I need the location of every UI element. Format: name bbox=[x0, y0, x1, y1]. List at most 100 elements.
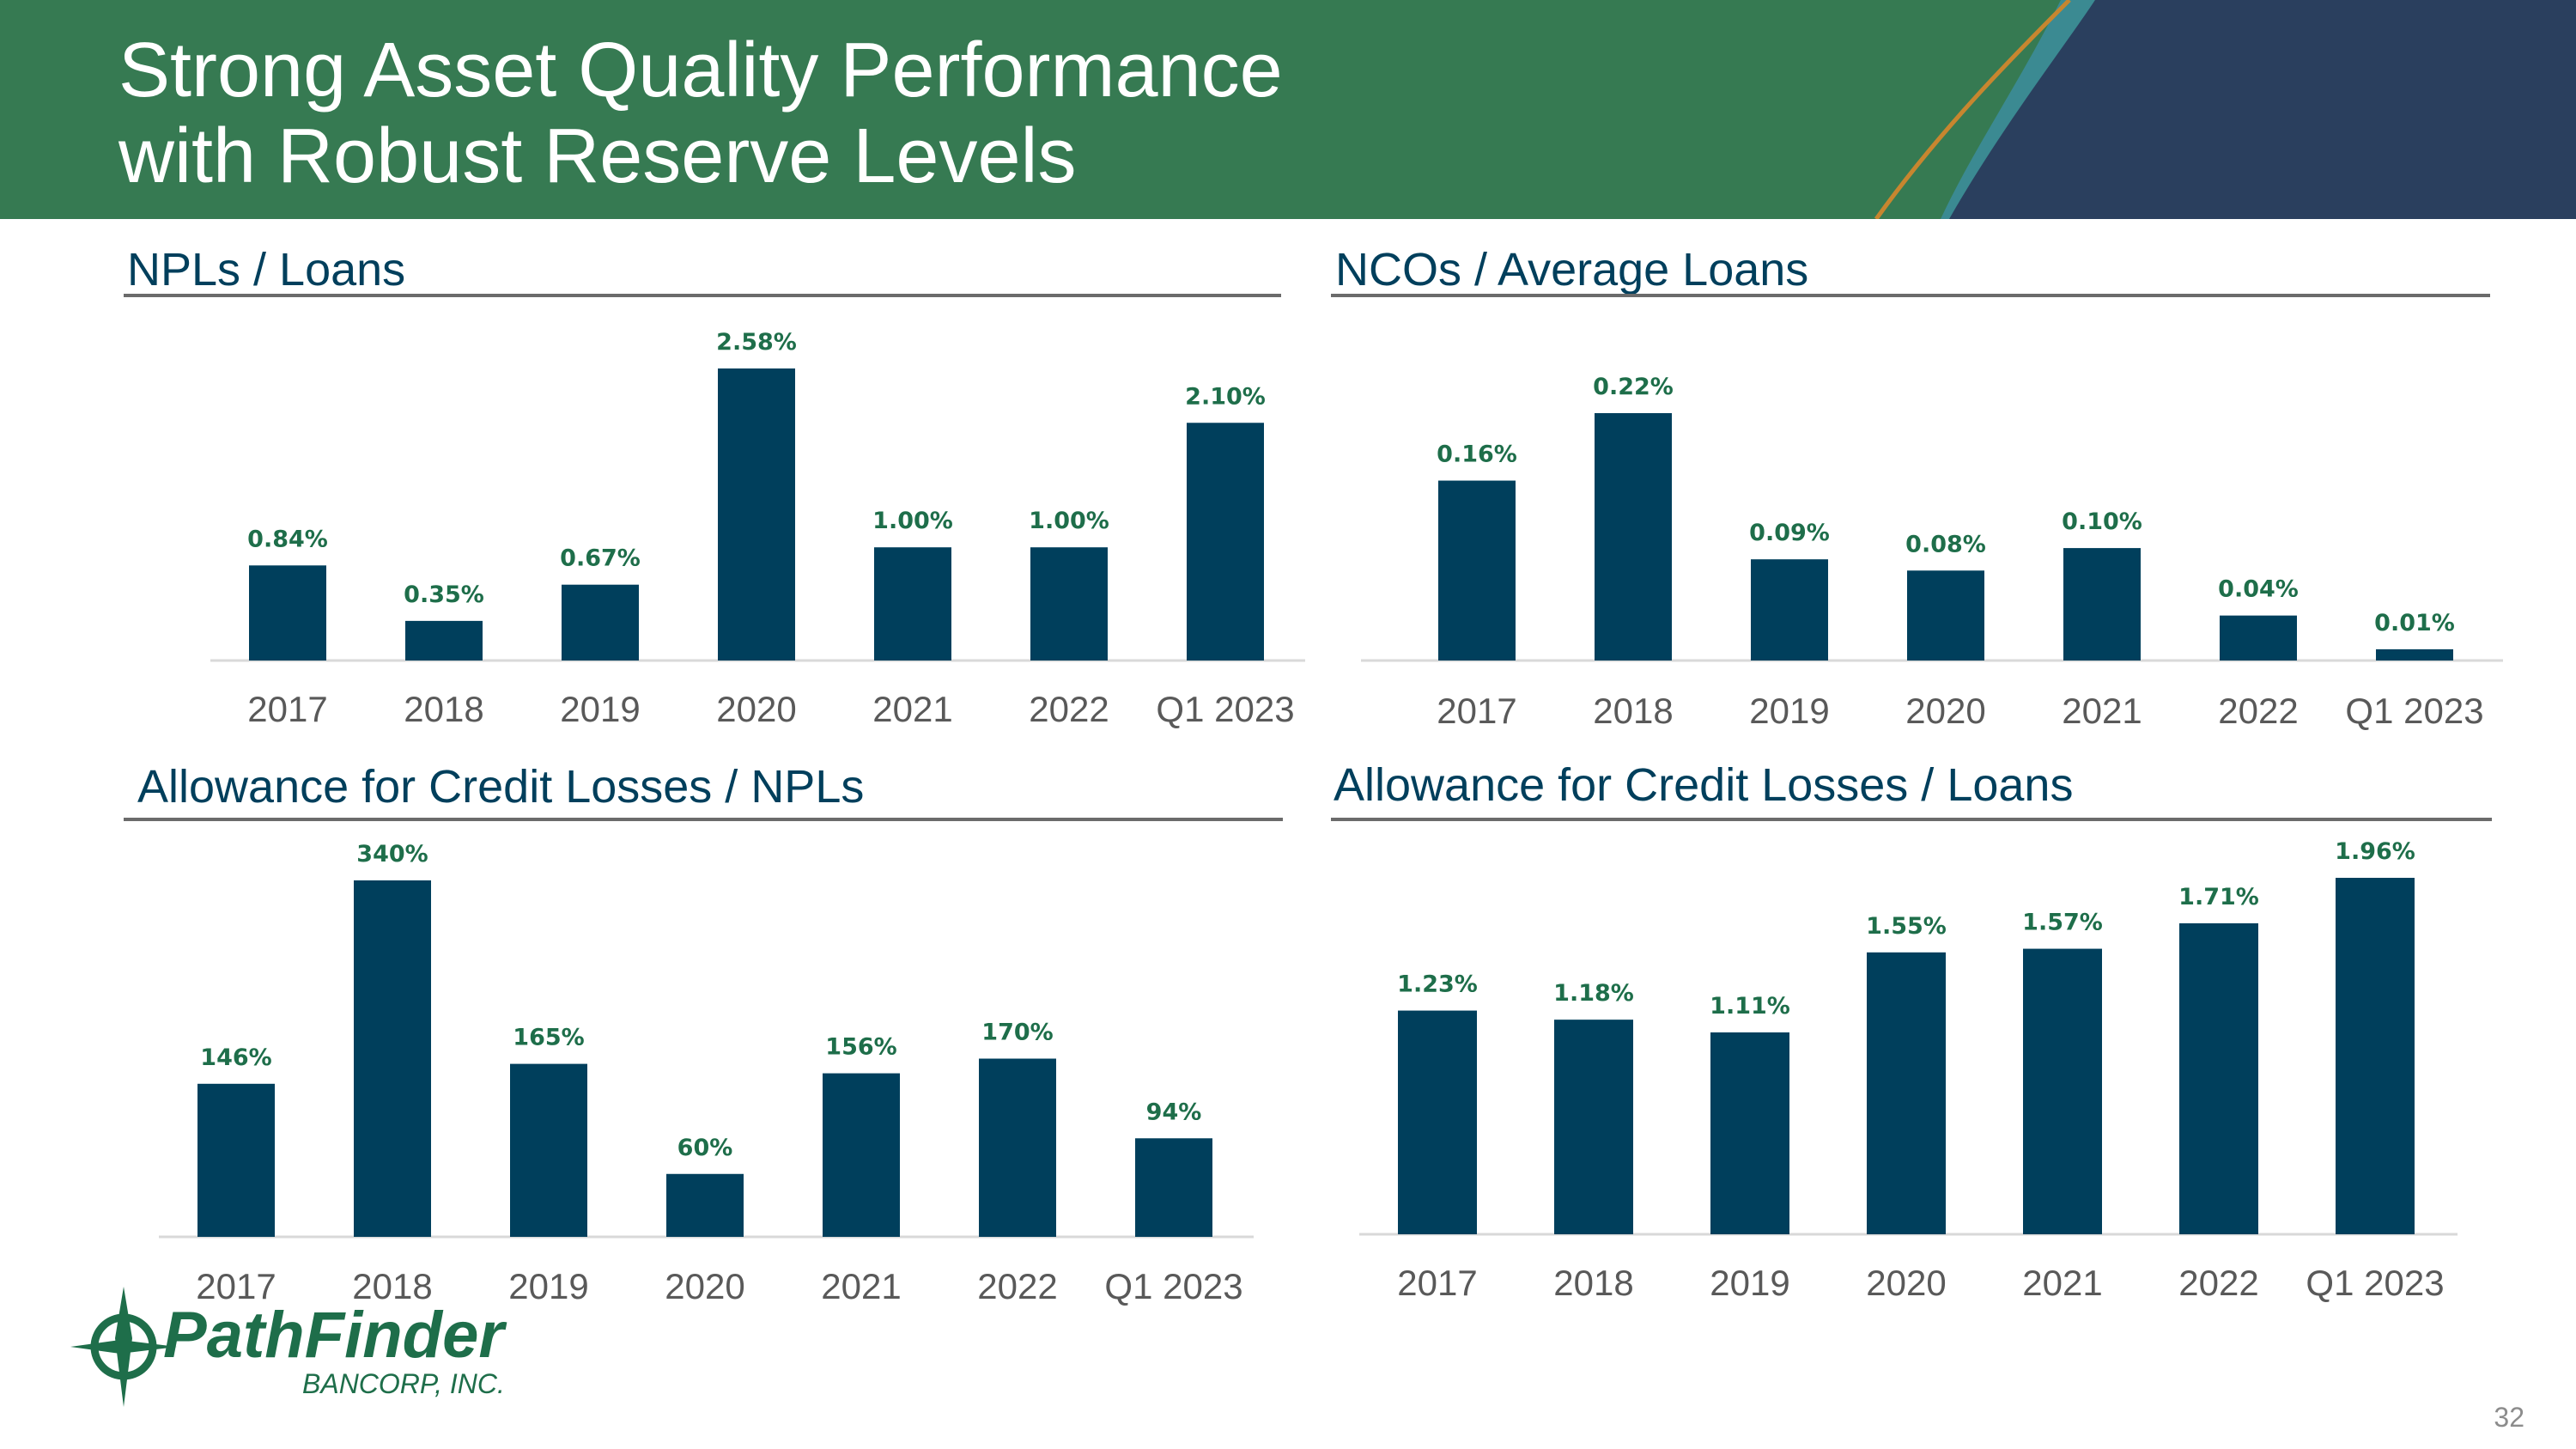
bar-2021 bbox=[823, 1073, 900, 1237]
x-tick-label: 2019 bbox=[508, 1266, 588, 1306]
data-label: 1.11% bbox=[1710, 993, 1790, 1020]
data-label: 1.23% bbox=[1397, 971, 1478, 998]
x-tick-label: Q1 2023 bbox=[1104, 1266, 1242, 1306]
x-tick-label: 2020 bbox=[716, 689, 796, 729]
bar-2018 bbox=[1595, 413, 1672, 661]
chart-title-rule bbox=[1331, 294, 2490, 297]
x-tick-label: 2018 bbox=[404, 689, 483, 729]
bar-q1-2023 bbox=[1135, 1138, 1212, 1237]
bar-2022 bbox=[2220, 615, 2297, 661]
data-label: 0.09% bbox=[1749, 520, 1830, 546]
data-label: 0.22% bbox=[1593, 374, 1674, 400]
chart-title-rule bbox=[124, 818, 1283, 821]
x-tick-label: 2017 bbox=[1397, 1263, 1477, 1303]
bar-2019 bbox=[1751, 559, 1828, 661]
data-label: 94% bbox=[1146, 1099, 1202, 1125]
bar-q1-2023 bbox=[1187, 423, 1264, 661]
x-tick-label: 2017 bbox=[196, 1266, 276, 1306]
bar-2020 bbox=[666, 1173, 744, 1237]
bar-2017 bbox=[249, 565, 326, 661]
x-tick-label: 2019 bbox=[560, 689, 640, 729]
bar-2019 bbox=[510, 1063, 587, 1237]
bar-2021 bbox=[2023, 948, 2102, 1234]
x-tick-label: Q1 2023 bbox=[2345, 691, 2483, 731]
chart-title-ncos-average-loans: NCOs / Average Loans bbox=[1335, 244, 1809, 295]
x-tick-label: 2020 bbox=[1905, 691, 1985, 731]
header-banner: Strong Asset Quality Performance with Ro… bbox=[0, 0, 2576, 219]
data-label: 1.55% bbox=[1866, 913, 1947, 940]
chart-title-npls-loans: NPLs / Loans bbox=[127, 244, 406, 295]
x-tick-label: 2021 bbox=[2022, 1263, 2102, 1303]
logo-subtitle: BANCORP, INC. bbox=[302, 1368, 505, 1399]
x-tick-label: 2017 bbox=[1437, 691, 1516, 731]
bar-2020 bbox=[1867, 952, 1946, 1234]
bar-2018 bbox=[354, 880, 431, 1237]
chart-title-allowance-loans: Allowance for Credit Losses / Loans bbox=[1334, 759, 2074, 811]
bar-q1-2023 bbox=[2376, 648, 2453, 661]
data-label: 340% bbox=[356, 841, 428, 868]
logo-wordmark: PathFinder bbox=[163, 1299, 507, 1372]
bar-2019 bbox=[1710, 1032, 1789, 1234]
data-label: 146% bbox=[200, 1044, 271, 1071]
bar-2022 bbox=[1030, 547, 1108, 661]
x-tick-label: 2021 bbox=[821, 1266, 901, 1306]
bar-2017 bbox=[1398, 1010, 1477, 1234]
x-tick-label: 2022 bbox=[2218, 691, 2298, 731]
data-label: 0.16% bbox=[1437, 441, 1517, 468]
bar-2020 bbox=[1907, 570, 1984, 661]
data-label: 170% bbox=[981, 1020, 1053, 1046]
x-tick-label: 2022 bbox=[2178, 1263, 2258, 1303]
data-label: 1.00% bbox=[1029, 508, 1109, 534]
pathfinder-logo[interactable]: PathFinder BANCORP, INC. bbox=[70, 1287, 551, 1407]
bar-2017 bbox=[197, 1083, 275, 1237]
x-tick-label: 2017 bbox=[247, 689, 327, 729]
x-tick-label: 2018 bbox=[352, 1266, 432, 1306]
data-label: 1.57% bbox=[2022, 910, 2103, 936]
bar-2020 bbox=[718, 368, 795, 661]
x-tick-label: Q1 2023 bbox=[1156, 689, 1294, 729]
bar-2022 bbox=[2179, 922, 2258, 1234]
chart-title-rule bbox=[124, 294, 1281, 297]
bar-2018 bbox=[405, 620, 483, 661]
data-label: 2.10% bbox=[1185, 383, 1266, 410]
bar-2021 bbox=[2063, 548, 2141, 661]
page-number: 32 bbox=[2494, 1402, 2524, 1433]
x-tick-label: Q1 2023 bbox=[2306, 1263, 2444, 1303]
chart-title-rule bbox=[1331, 818, 2492, 821]
data-label: 0.08% bbox=[1905, 531, 1986, 557]
header-graphic bbox=[0, 0, 2576, 219]
data-label: 60% bbox=[677, 1135, 733, 1161]
x-tick-label: 2022 bbox=[1029, 689, 1109, 729]
data-label: 0.67% bbox=[560, 545, 641, 572]
data-label: 0.35% bbox=[404, 581, 484, 608]
data-label: 1.96% bbox=[2335, 838, 2415, 865]
x-tick-label: 2018 bbox=[1553, 1263, 1633, 1303]
data-label: 1.71% bbox=[2178, 884, 2259, 910]
x-tick-label: 2020 bbox=[1866, 1263, 1946, 1303]
data-label: 0.04% bbox=[2218, 576, 2299, 603]
bar-q1-2023 bbox=[2336, 878, 2415, 1234]
x-tick-label: 2020 bbox=[665, 1266, 744, 1306]
bar-2021 bbox=[874, 547, 951, 661]
data-label: 0.84% bbox=[247, 526, 328, 552]
data-label: 0.01% bbox=[2374, 610, 2455, 636]
slide-title-line1: Strong Asset Quality Performance bbox=[118, 27, 1283, 113]
x-tick-label: 2021 bbox=[872, 689, 952, 729]
compass-star-icon bbox=[70, 1287, 177, 1407]
chart-title-allowance-npls: Allowance for Credit Losses / NPLs bbox=[137, 761, 865, 813]
data-label: 1.00% bbox=[872, 508, 953, 534]
data-label: 165% bbox=[513, 1025, 584, 1051]
data-label: 1.18% bbox=[1553, 980, 1634, 1007]
slide-title-line2: with Robust Reserve Levels bbox=[118, 113, 1077, 199]
x-tick-label: 2019 bbox=[1749, 691, 1829, 731]
bar-2018 bbox=[1554, 1020, 1633, 1234]
x-tick-label: 2022 bbox=[977, 1266, 1057, 1306]
data-label: 2.58% bbox=[716, 329, 797, 356]
data-label: 0.10% bbox=[2062, 508, 2142, 535]
x-tick-label: 2021 bbox=[2062, 691, 2142, 731]
header-navy-block bbox=[1949, 0, 2576, 219]
